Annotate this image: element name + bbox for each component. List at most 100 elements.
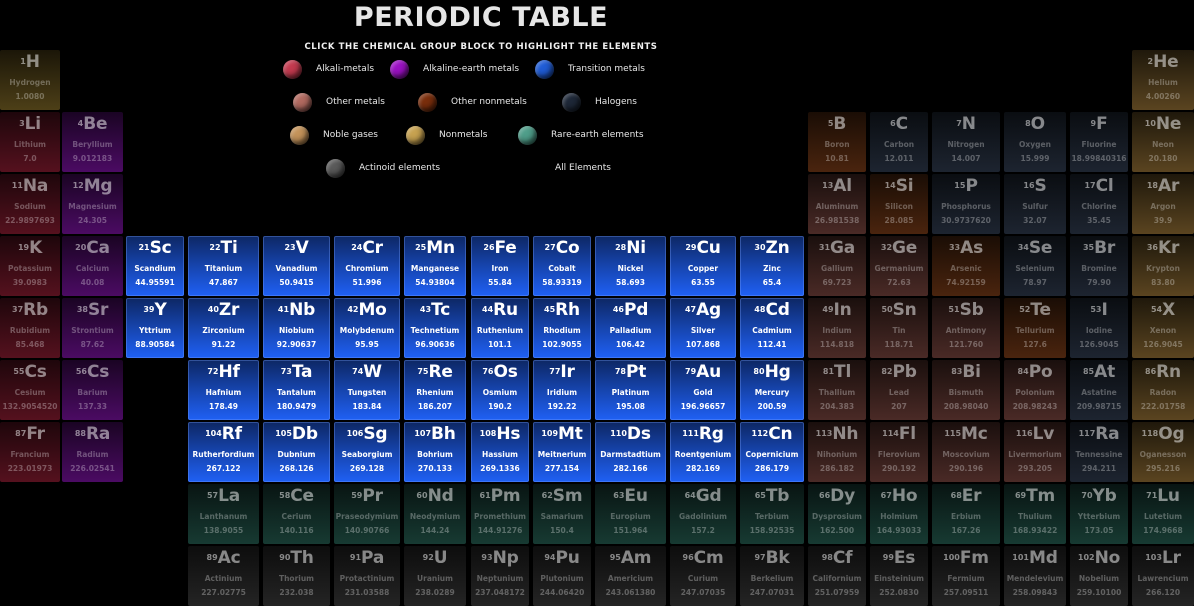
element-tile-meitnerium[interactable]: 109Mt Meitnerium 277.154 — [533, 422, 591, 482]
element-tile-ruthenium[interactable]: 44Ru Ruthenium 101.1 — [471, 298, 529, 358]
element-tile-tellurium[interactable]: 52Te Tellurium 127.6 — [1004, 298, 1066, 358]
element-tile-palladium[interactable]: 46Pd Palladium 106.42 — [595, 298, 666, 358]
element-tile-platinum[interactable]: 78Pt Platinum 195.08 — [595, 360, 666, 420]
element-tile-darmstadtium[interactable]: 110Ds Darmstadtium 282.166 — [595, 422, 666, 482]
element-tile-mendelevium[interactable]: 101Md Mendelevium 258.09843 — [1004, 546, 1066, 606]
element-tile-gold[interactable]: 79Au Gold 196.96657 — [670, 360, 736, 420]
element-tile-polonium[interactable]: 84Po Polonium 208.98243 — [1004, 360, 1066, 420]
element-tile-bromine[interactable]: 35Br Bromine 79.90 — [1070, 236, 1128, 296]
element-tile-germanium[interactable]: 32Ge Germanium 72.63 — [870, 236, 928, 296]
element-tile-holmium[interactable]: 67Ho Holmium 164.93033 — [870, 484, 928, 544]
element-tile-lead[interactable]: 82Pb Lead 207 — [870, 360, 928, 420]
element-tile-carbon[interactable]: 6C Carbon 12.011 — [870, 112, 928, 172]
element-tile-yttrium[interactable]: 39Y Yttrium 88.90584 — [126, 298, 184, 358]
element-tile-barium[interactable]: 56Cs Barium 137.33 — [62, 360, 123, 420]
element-tile-hafnium[interactable]: 72Hf Hafnium 178.49 — [188, 360, 259, 420]
element-tile-copper[interactable]: 29Cu Copper 63.55 — [670, 236, 736, 296]
element-tile-vanadium[interactable]: 23V Vanadium 50.9415 — [263, 236, 330, 296]
element-tile-mercury[interactable]: 80Hg Mercury 200.59 — [740, 360, 804, 420]
element-tile-neodymium[interactable]: 60Nd Neodymium 144.24 — [404, 484, 466, 544]
element-tile-thulium[interactable]: 69Tm Thulium 168.93422 — [1004, 484, 1066, 544]
element-tile-erbium[interactable]: 68Er Erbium 167.26 — [932, 484, 1000, 544]
element-tile-actinium[interactable]: 89Ac Actinium 227.02775 — [188, 546, 259, 606]
element-tile-cerium[interactable]: 58Ce Cerium 140.116 — [263, 484, 330, 544]
element-tile-seaborgium[interactable]: 106Sg Seaborgium 269.128 — [334, 422, 400, 482]
element-tile-thallium[interactable]: 81Tl Thallium 204.383 — [808, 360, 866, 420]
element-tile-dubnium[interactable]: 105Db Dubnium 268.126 — [263, 422, 330, 482]
element-tile-niobium[interactable]: 41Nb Niobium 92.90637 — [263, 298, 330, 358]
element-tile-nihonium[interactable]: 113Nh Nihonium 286.182 — [808, 422, 866, 482]
element-tile-silver[interactable]: 47Ag Silver 107.868 — [670, 298, 736, 358]
element-tile-zirconium[interactable]: 40Zr Zirconium 91.22 — [188, 298, 259, 358]
element-tile-phosphorus[interactable]: 15P Phosphorus 30.9737620 — [932, 174, 1000, 234]
element-tile-radium[interactable]: 88Ra Radium 226.02541 — [62, 422, 123, 482]
element-tile-neptunium[interactable]: 93Np Neptunium 237.048172 — [471, 546, 529, 606]
element-tile-neon[interactable]: 10Ne Neon 20.180 — [1132, 112, 1194, 172]
element-tile-aluminum[interactable]: 13Al Aluminum 26.981538 — [808, 174, 866, 234]
element-tile-bismuth[interactable]: 83Bi Bismuth 208.98040 — [932, 360, 1000, 420]
element-tile-hassium[interactable]: 108Hs Hassium 269.1336 — [471, 422, 529, 482]
element-tile-protactinium[interactable]: 91Pa Protactinium 231.03588 — [334, 546, 400, 606]
legend-alkali-metals[interactable]: Alkali-metals — [283, 58, 374, 80]
element-tile-cesium[interactable]: 55Cs Cesium 132.9054520 — [0, 360, 60, 420]
element-tile-tennessine[interactable]: 117Ra Tennessine 294.211 — [1070, 422, 1128, 482]
element-tile-astatine[interactable]: 85At Astatine 209.98715 — [1070, 360, 1128, 420]
element-tile-moscovium[interactable]: 115Mc Moscovium 290.196 — [932, 422, 1000, 482]
element-tile-lithium[interactable]: 3Li Lithium 7.0 — [0, 112, 60, 172]
element-tile-arsenic[interactable]: 33As Arsenic 74.92159 — [932, 236, 1000, 296]
element-tile-iodine[interactable]: 53I Iodine 126.9045 — [1070, 298, 1128, 358]
element-tile-ytterbium[interactable]: 70Yb Ytterbium 173.05 — [1070, 484, 1128, 544]
element-tile-titanium[interactable]: 22Ti Titanium 47.867 — [188, 236, 259, 296]
element-tile-curium[interactable]: 96Cm Curium 247.07035 — [670, 546, 736, 606]
element-tile-technetium[interactable]: 43Tc Technetium 96.90636 — [404, 298, 466, 358]
legend-rare-earth-elements[interactable]: Rare-earth elements — [518, 124, 644, 146]
element-tile-rhodium[interactable]: 45Rh Rhodium 102.9055 — [533, 298, 591, 358]
element-tile-tantalum[interactable]: 73Ta Tantalum 180.9479 — [263, 360, 330, 420]
element-tile-rutherfordium[interactable]: 104Rf Rutherfordium 267.122 — [188, 422, 259, 482]
element-tile-lutetium[interactable]: 71Lu Lutetium 174.9668 — [1132, 484, 1194, 544]
element-tile-potassium[interactable]: 19K Potassium 39.0983 — [0, 236, 60, 296]
element-tile-iron[interactable]: 26Fe Iron 55.84 — [471, 236, 529, 296]
element-tile-manganese[interactable]: 25Mn Manganese 54.93804 — [404, 236, 466, 296]
element-tile-cadmium[interactable]: 48Cd Cadmium 112.41 — [740, 298, 804, 358]
element-tile-promethium[interactable]: 61Pm Promethium 144.91276 — [471, 484, 529, 544]
element-tile-livermorium[interactable]: 116Lv Livermorium 293.205 — [1004, 422, 1066, 482]
element-tile-berkelium[interactable]: 97Bk Berkelium 247.07031 — [740, 546, 804, 606]
element-tile-silicon[interactable]: 14Si Silicon 28.085 — [870, 174, 928, 234]
element-tile-sulfur[interactable]: 16S Sulfur 32.07 — [1004, 174, 1066, 234]
element-tile-strontium[interactable]: 38Sr Strontium 87.62 — [62, 298, 123, 358]
legend-nonmetals[interactable]: Nonmetals — [406, 124, 487, 146]
element-tile-plutonium[interactable]: 94Pu Plutonium 244.06420 — [533, 546, 591, 606]
element-tile-boron[interactable]: 5B Boron 10.81 — [808, 112, 866, 172]
element-tile-tin[interactable]: 50Sn Tin 118.71 — [870, 298, 928, 358]
element-tile-chromium[interactable]: 24Cr Chromium 51.996 — [334, 236, 400, 296]
element-tile-molybdenum[interactable]: 42Mo Molybdenum 95.95 — [334, 298, 400, 358]
element-tile-calcium[interactable]: 20Ca Calcium 40.08 — [62, 236, 123, 296]
element-tile-chlorine[interactable]: 17Cl Chlorine 35.45 — [1070, 174, 1128, 234]
element-tile-xenon[interactable]: 54X Xenon 126.9045 — [1132, 298, 1194, 358]
element-tile-praseodymium[interactable]: 59Pr Praseodymium 140.90766 — [334, 484, 400, 544]
element-tile-dysprosium[interactable]: 66Dy Dysprosium 162.500 — [808, 484, 866, 544]
element-tile-iridium[interactable]: 77Ir Iridium 192.22 — [533, 360, 591, 420]
element-tile-americium[interactable]: 95Am Americium 243.061380 — [595, 546, 666, 606]
legend-actinoid-elements[interactable]: Actinoid elements — [326, 157, 440, 179]
element-tile-tungsten[interactable]: 74W Tungsten 183.84 — [334, 360, 400, 420]
element-tile-flerovium[interactable]: 114Fl Flerovium 290.192 — [870, 422, 928, 482]
legend-other-metals[interactable]: Other metals — [293, 91, 385, 113]
element-tile-copernicium[interactable]: 112Cn Copernicium 286.179 — [740, 422, 804, 482]
element-tile-roentgenium[interactable]: 111Rg Roentgenium 282.169 — [670, 422, 736, 482]
element-tile-scandium[interactable]: 21Sc Scandium 44.95591 — [126, 236, 184, 296]
element-tile-oganesson[interactable]: 118Og Oganesson 295.216 — [1132, 422, 1194, 482]
element-tile-beryllium[interactable]: 4Be Beryllium 9.012183 — [62, 112, 123, 172]
element-tile-indium[interactable]: 49In Indium 114.818 — [808, 298, 866, 358]
element-tile-selenium[interactable]: 34Se Selenium 78.97 — [1004, 236, 1066, 296]
element-tile-magnesium[interactable]: 12Mg Magnesium 24.305 — [62, 174, 123, 234]
element-tile-einsteinium[interactable]: 99Es Einsteinium 252.0830 — [870, 546, 928, 606]
element-tile-lanthanum[interactable]: 57La Lanthanum 138.9055 — [188, 484, 259, 544]
element-tile-antimony[interactable]: 51Sb Antimony 121.760 — [932, 298, 1000, 358]
element-tile-francium[interactable]: 87Fr Francium 223.01973 — [0, 422, 60, 482]
legend-other-nonmetals[interactable]: Other nonmetals — [418, 91, 527, 113]
element-tile-fermium[interactable]: 100Fm Fermium 257.09511 — [932, 546, 1000, 606]
legend-halogens[interactable]: Halogens — [562, 91, 637, 113]
element-tile-cobalt[interactable]: 27Co Cobalt 58.93319 — [533, 236, 591, 296]
